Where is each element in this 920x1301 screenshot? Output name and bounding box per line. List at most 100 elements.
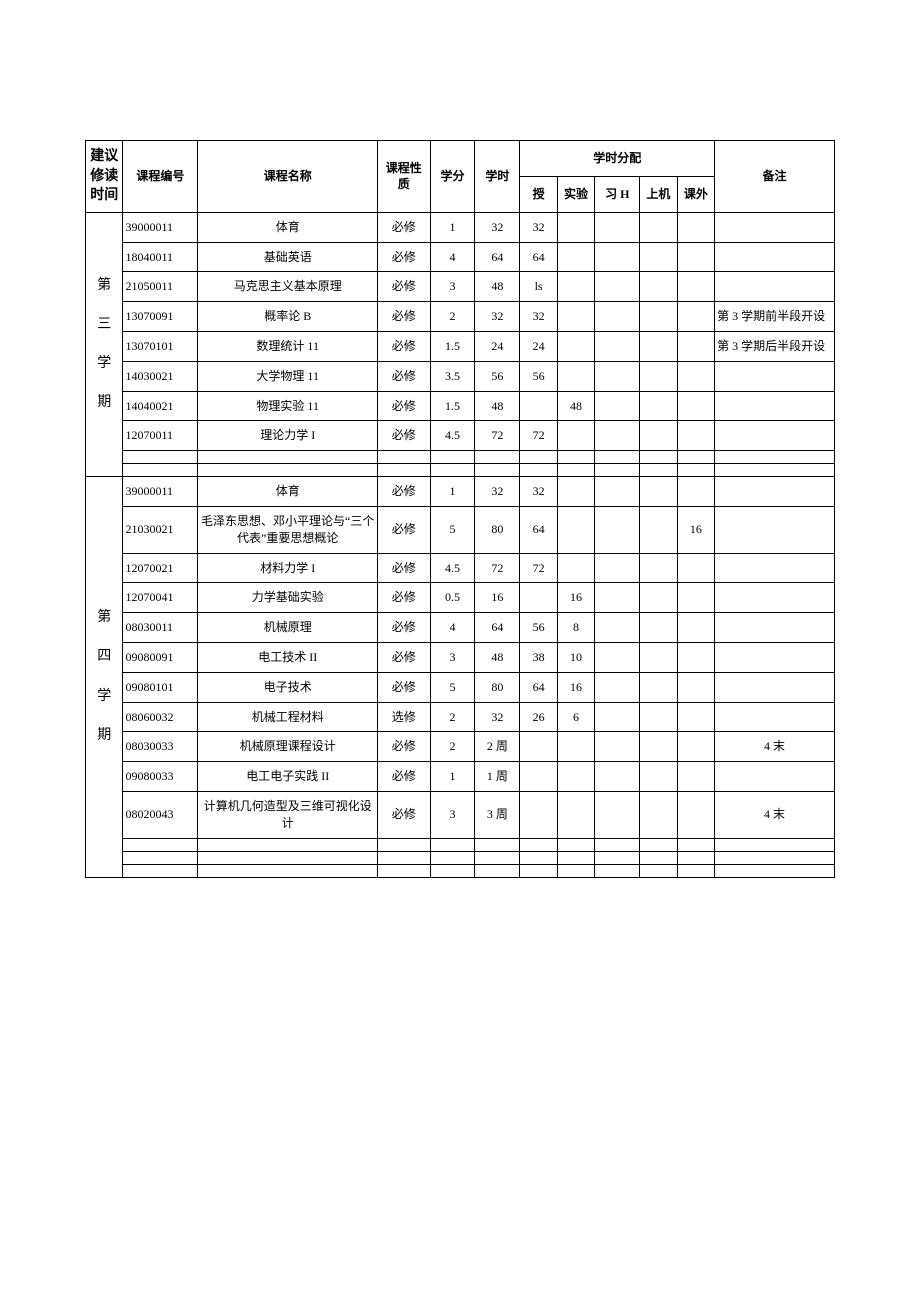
cell-hours: 32 xyxy=(475,477,520,507)
cell-c xyxy=(595,702,640,732)
cell-code: 18040011 xyxy=(123,242,198,272)
cell-d xyxy=(640,613,677,643)
cell-b xyxy=(557,302,594,332)
cell-note xyxy=(715,672,835,702)
cell-name: 数理统计 11 xyxy=(198,331,378,361)
cell-e xyxy=(677,302,714,332)
cell-e xyxy=(677,672,714,702)
cell-e xyxy=(677,272,714,302)
table-row xyxy=(86,464,835,477)
cell-credit: 1 xyxy=(430,762,475,792)
cell-a: 64 xyxy=(520,672,557,702)
cell-name: 电工电子实践 II xyxy=(198,762,378,792)
document-page: 建议 修读 时间 课程编号 课程名称 课程性质 学分 学时 学时分配 备注 授 … xyxy=(0,0,920,938)
cell-e xyxy=(677,732,714,762)
cell-e xyxy=(677,613,714,643)
cell-c xyxy=(595,242,640,272)
cell-credit xyxy=(430,838,475,851)
cell-hours: 48 xyxy=(475,391,520,421)
cell-type: 必修 xyxy=(378,212,430,242)
table-row xyxy=(86,864,835,877)
cell-note xyxy=(715,391,835,421)
cell-c xyxy=(595,732,640,762)
term-label: 第 四 学 期 xyxy=(86,477,123,877)
cell-name: 基础英语 xyxy=(198,242,378,272)
cell-type: 必修 xyxy=(378,732,430,762)
cell-a: 24 xyxy=(520,331,557,361)
cell-e xyxy=(677,391,714,421)
cell-code: 12070021 xyxy=(123,553,198,583)
cell-credit: 5 xyxy=(430,672,475,702)
cell-hours: 80 xyxy=(475,672,520,702)
cell-c xyxy=(595,642,640,672)
cell-b: 16 xyxy=(557,672,594,702)
cell-e xyxy=(677,553,714,583)
cell-hours: 2 周 xyxy=(475,732,520,762)
table-row: 13070091概率论 B必修23232第 3 学期前半段开设 xyxy=(86,302,835,332)
cell-c xyxy=(595,361,640,391)
cell-type: 必修 xyxy=(378,242,430,272)
table-row xyxy=(86,851,835,864)
col-dist: 学时分配 xyxy=(520,141,715,177)
cell-c xyxy=(595,553,640,583)
cell-c xyxy=(595,421,640,451)
cell-note xyxy=(715,477,835,507)
table-row xyxy=(86,838,835,851)
cell-b xyxy=(557,506,594,553)
cell-d xyxy=(640,791,677,838)
cell-c xyxy=(595,791,640,838)
col-sub-c: 习 H xyxy=(595,176,640,212)
cell-code: 09080033 xyxy=(123,762,198,792)
cell-d xyxy=(640,838,677,851)
cell-d xyxy=(640,702,677,732)
cell-credit: 4.5 xyxy=(430,553,475,583)
cell-name: 概率论 B xyxy=(198,302,378,332)
table-row: 第 四 学 期39000011体育必修13232 xyxy=(86,477,835,507)
cell-c xyxy=(595,583,640,613)
cell-e xyxy=(677,762,714,792)
cell-type: 必修 xyxy=(378,421,430,451)
cell-e xyxy=(677,477,714,507)
cell-credit: 1.5 xyxy=(430,391,475,421)
term-label: 第 三 学 期 xyxy=(86,212,123,476)
cell-credit: 2 xyxy=(430,302,475,332)
cell-a: 32 xyxy=(520,477,557,507)
cell-a xyxy=(520,838,557,851)
cell-note xyxy=(715,838,835,851)
cell-c xyxy=(595,451,640,464)
cell-b xyxy=(557,212,594,242)
cell-credit xyxy=(430,851,475,864)
cell-hours: 32 xyxy=(475,702,520,732)
cell-note xyxy=(715,553,835,583)
cell-d xyxy=(640,302,677,332)
table-row: 18040011基础英语必修46464 xyxy=(86,242,835,272)
cell-credit: 1.5 xyxy=(430,331,475,361)
cell-a: 32 xyxy=(520,212,557,242)
cell-credit xyxy=(430,864,475,877)
cell-type: 选修 xyxy=(378,702,430,732)
table-row: 21030021毛泽东思想、邓小平理论与“三个代表”重要思想概论必修580641… xyxy=(86,506,835,553)
cell-a: 56 xyxy=(520,361,557,391)
cell-e xyxy=(677,851,714,864)
cell-e xyxy=(677,702,714,732)
cell-d xyxy=(640,762,677,792)
cell-c xyxy=(595,464,640,477)
cell-c xyxy=(595,613,640,643)
cell-e xyxy=(677,212,714,242)
cell-a: 64 xyxy=(520,506,557,553)
cell-name: 物理实验 11 xyxy=(198,391,378,421)
cell-d xyxy=(640,506,677,553)
cell-a xyxy=(520,732,557,762)
cell-note xyxy=(715,583,835,613)
cell-d xyxy=(640,477,677,507)
cell-a xyxy=(520,464,557,477)
cell-type xyxy=(378,451,430,464)
cell-note xyxy=(715,272,835,302)
cell-type: 必修 xyxy=(378,672,430,702)
cell-note xyxy=(715,361,835,391)
cell-hours: 48 xyxy=(475,642,520,672)
cell-b xyxy=(557,361,594,391)
cell-note xyxy=(715,242,835,272)
cell-b xyxy=(557,477,594,507)
cell-credit: 2 xyxy=(430,732,475,762)
